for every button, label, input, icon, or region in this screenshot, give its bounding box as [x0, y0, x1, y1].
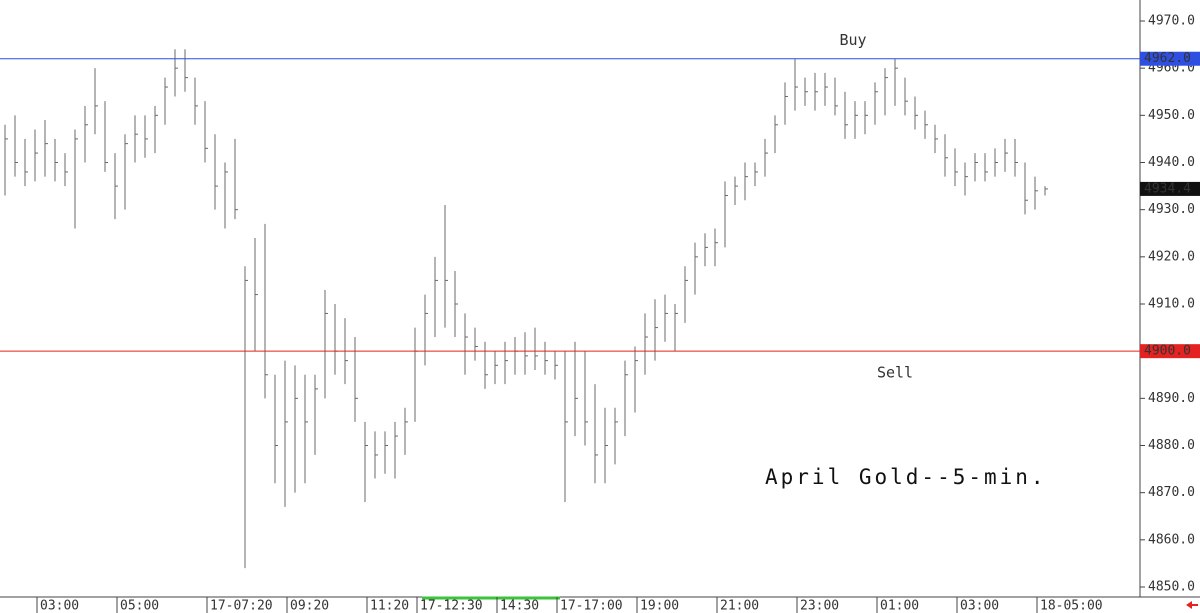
- x-tick-label: 18-05:00: [1040, 599, 1103, 613]
- y-tick-label: 4940.0: [1148, 155, 1195, 170]
- y-tick-label: 4910.0: [1148, 297, 1195, 312]
- x-tick-label: 03:00: [40, 599, 79, 613]
- x-tick-label: 03:00: [960, 599, 999, 613]
- last-price-label: 4934.4: [1144, 181, 1191, 196]
- chart-annotation: April Gold--5-min.: [765, 465, 1047, 489]
- y-tick-label: 4880.0: [1148, 438, 1195, 453]
- last-price-tag: [1140, 181, 1200, 196]
- x-tick-label: 19:00: [640, 599, 679, 613]
- y-tick-label: 4970.0: [1148, 14, 1195, 29]
- level-tag: [1140, 51, 1200, 66]
- level-tag: [1140, 344, 1200, 359]
- level-name: Sell: [877, 364, 913, 382]
- level-tag-label: 4900.0: [1144, 344, 1191, 359]
- level-name: Buy: [839, 31, 866, 49]
- x-tick-label: 17-12:30: [420, 599, 483, 613]
- x-tick-label: 01:00: [880, 599, 919, 613]
- y-tick-label: 4950.0: [1148, 108, 1195, 123]
- x-tick-label: 05:00: [120, 599, 159, 613]
- x-tick-label: 17-17:00: [560, 599, 623, 613]
- y-tick-label: 4850.0: [1148, 580, 1195, 595]
- y-tick-label: 4870.0: [1148, 485, 1195, 500]
- level-tag-label: 4962.0: [1144, 51, 1191, 66]
- x-tick-label: 17-07:20: [210, 599, 273, 613]
- y-tick-label: 4860.0: [1148, 532, 1195, 547]
- x-tick-label: 23:00: [800, 599, 839, 613]
- y-tick-label: 4920.0: [1148, 249, 1195, 264]
- y-tick-label: 4930.0: [1148, 202, 1195, 217]
- x-tick-label: 21:00: [720, 599, 759, 613]
- scroll-arrow: [1186, 601, 1198, 609]
- x-tick-label: 11:20: [370, 599, 409, 613]
- y-tick-label: 4890.0: [1148, 391, 1195, 406]
- x-tick-label: 09:20: [290, 599, 329, 613]
- x-tick-label: 14:30: [500, 599, 539, 613]
